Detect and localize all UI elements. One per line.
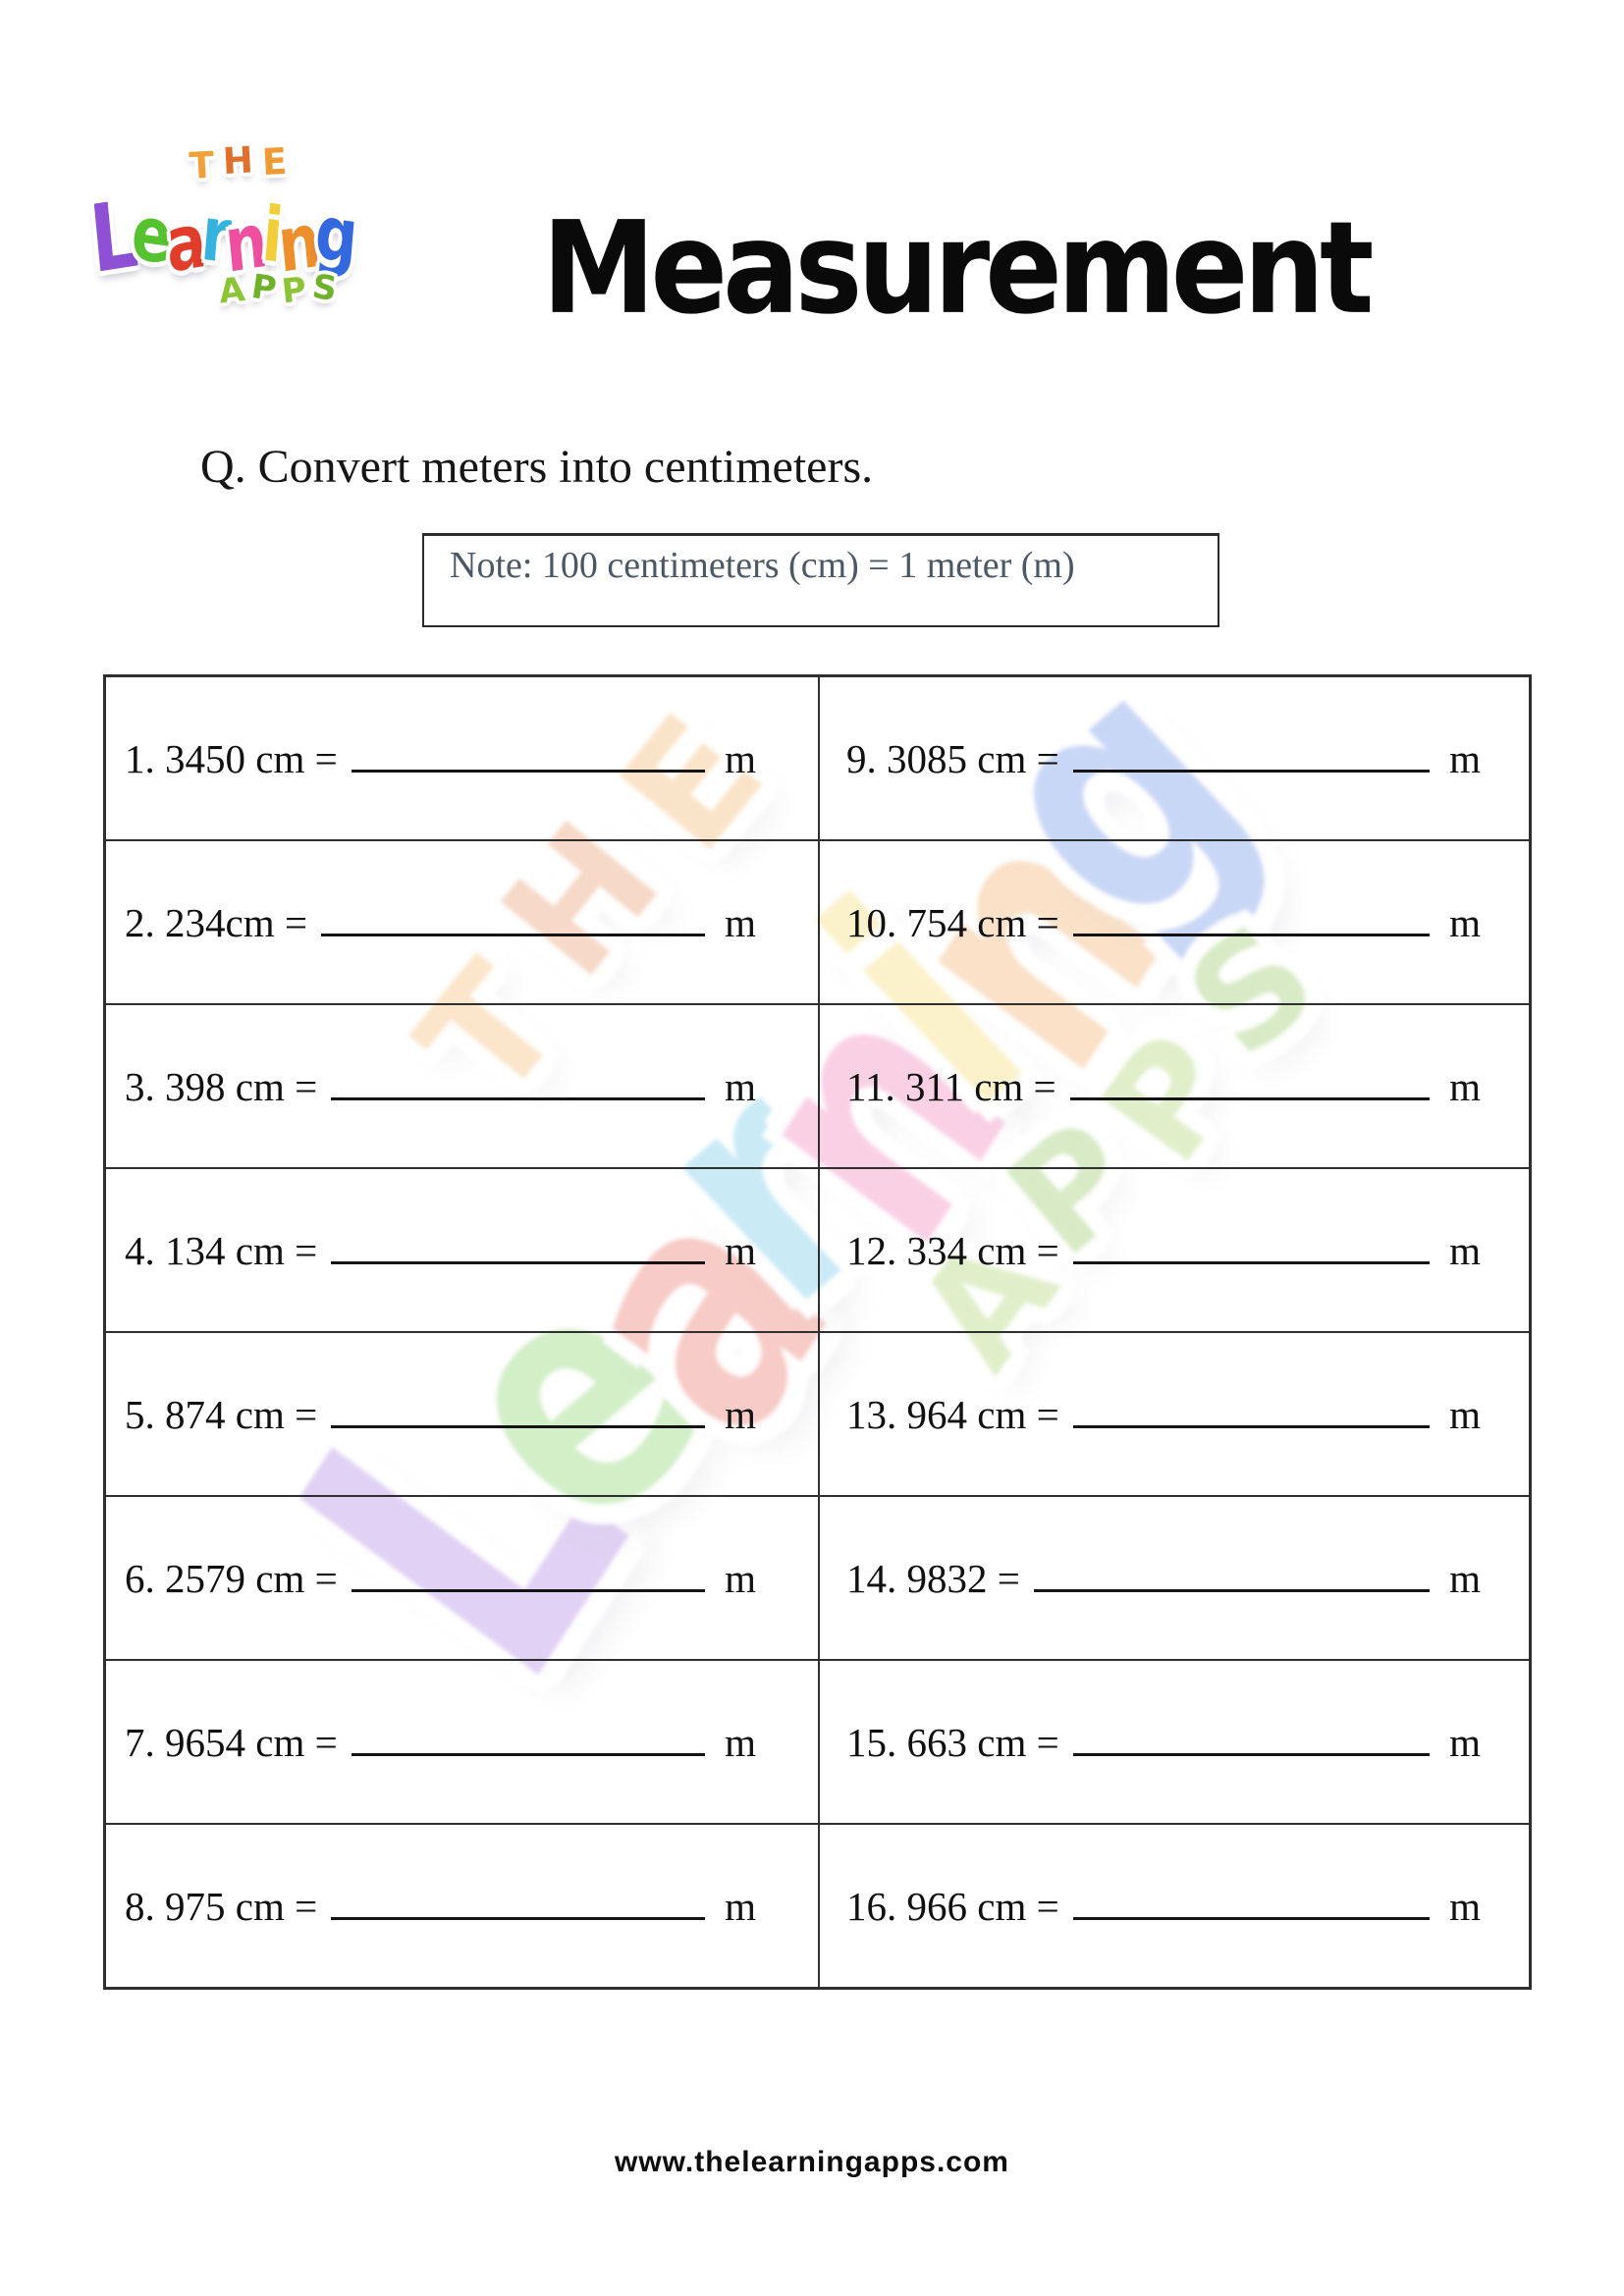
problem-cell: 13. 964 cm = m (818, 1331, 1532, 1497)
problem-label: 15. 663 cm = (846, 1719, 1059, 1765)
problem-cell: 9. 3085 cm = m (818, 674, 1532, 841)
unit-label: m (725, 1719, 756, 1765)
answer-blank (1072, 1419, 1431, 1428)
problem-label: 9. 3085 cm = (846, 735, 1059, 781)
logo-letter: g (311, 188, 356, 282)
note-text: Note: 100 centimeters (cm) = 1 meter (m) (450, 545, 1075, 586)
problem-label: 16. 966 cm = (846, 1883, 1059, 1929)
problem-cell: 5. 874 cm = m (103, 1331, 820, 1497)
problem-cell: 2. 234cm = m (103, 839, 820, 1005)
problem-row: 2. 234cm = m 10. 754 cm = m (103, 839, 1532, 1005)
unit-label: m (1449, 1227, 1481, 1273)
logo-letter: H (221, 137, 263, 184)
unit-label: m (1449, 1555, 1481, 1601)
problem-cell: 7. 9654 cm = m (103, 1659, 820, 1825)
learning-apps-logo-art: THE Learning APPS (85, 138, 356, 312)
problem-row: 8. 975 cm = m 16. 966 cm = m (103, 1823, 1532, 1990)
page-title: Measurement (542, 194, 1374, 344)
problem-cell: 11. 311 cm = m (818, 1003, 1532, 1169)
learning-apps-logo: THE Learning APPS (85, 138, 356, 312)
unit-label: m (725, 1883, 756, 1929)
logo-letter: E (260, 139, 298, 184)
problem-cell: 14. 9832 = m (818, 1495, 1532, 1661)
answer-blank (1072, 1747, 1431, 1756)
unit-label: m (1449, 1883, 1481, 1929)
logo-letter: A (217, 269, 253, 312)
problems-table: 1. 3450 cm = m 9. 3085 cm = m 2. 234cm = m 10.… (103, 674, 1532, 1990)
problem-label: 8. 975 cm = (125, 1883, 318, 1929)
logo-letter: P (279, 269, 314, 312)
answer-blank (331, 1092, 706, 1100)
answer-blank (1072, 928, 1431, 936)
problem-cell: 16. 966 cm = m (818, 1823, 1532, 1990)
problem-label: 11. 311 cm = (846, 1063, 1056, 1109)
problem-label: 2. 234cm = (125, 899, 307, 945)
unit-label: m (725, 899, 756, 945)
answer-blank (1069, 1092, 1431, 1100)
problem-label: 12. 334 cm = (846, 1227, 1059, 1273)
question-text: Q. Convert meters into centimeters. (200, 441, 874, 493)
answer-blank (1072, 1255, 1431, 1264)
problem-row: 6. 2579 cm = m 14. 9832 = m (103, 1495, 1532, 1661)
unit-label: m (1449, 1391, 1481, 1437)
answer-blank (351, 1583, 706, 1592)
problem-row: 7. 9654 cm = m 15. 663 cm = m (103, 1659, 1532, 1825)
answer-blank (1033, 1583, 1431, 1592)
unit-label: m (1449, 735, 1481, 781)
unit-label: m (1449, 1719, 1481, 1765)
logo-word-the: THE (109, 138, 376, 188)
note-box: Note: 100 centimeters (cm) = 1 meter (m) (422, 533, 1219, 627)
answer-blank (331, 1911, 706, 1920)
problem-cell: 1. 3450 cm = m (103, 674, 820, 841)
problem-cell: 4. 134 cm = m (103, 1167, 820, 1333)
problem-label: 7. 9654 cm = (125, 1719, 338, 1765)
answer-blank (351, 764, 706, 773)
problem-row: 4. 134 cm = m 12. 334 cm = m (103, 1167, 1532, 1333)
problem-label: 6. 2579 cm = (125, 1555, 338, 1601)
unit-label: m (725, 1063, 756, 1109)
unit-label: m (725, 1227, 756, 1273)
problem-row: 1. 3450 cm = m 9. 3085 cm = m (103, 674, 1532, 841)
problem-cell: 3. 398 cm = m (103, 1003, 820, 1169)
problem-cell: 15. 663 cm = m (818, 1659, 1532, 1825)
answer-blank (1072, 764, 1431, 773)
unit-label: m (1449, 899, 1481, 945)
answer-blank (351, 1747, 706, 1756)
logo-letter: T (188, 143, 225, 187)
logo-word-learning: Learning (85, 181, 356, 294)
logo-letter: S (309, 267, 345, 310)
problem-label: 1. 3450 cm = (125, 735, 338, 781)
problem-label: 10. 754 cm = (846, 899, 1059, 945)
answer-blank (320, 928, 706, 936)
problem-cell: 12. 334 cm = m (818, 1167, 1532, 1333)
problem-label: 4. 134 cm = (125, 1227, 318, 1273)
problem-label: 13. 964 cm = (846, 1391, 1059, 1437)
unit-label: m (1449, 1063, 1481, 1109)
problem-label: 14. 9832 = (846, 1555, 1020, 1601)
problem-cell: 10. 754 cm = m (818, 839, 1532, 1005)
answer-blank (331, 1255, 706, 1264)
problem-label: 5. 874 cm = (125, 1391, 318, 1437)
logo-letter: P (248, 267, 285, 310)
unit-label: m (725, 735, 756, 781)
problem-cell: 8. 975 cm = m (103, 1823, 820, 1990)
problem-cell: 6. 2579 cm = m (103, 1495, 820, 1661)
problem-label: 3. 398 cm = (125, 1063, 318, 1109)
answer-blank (331, 1419, 706, 1428)
problem-row: 5. 874 cm = m 13. 964 cm = m (103, 1331, 1532, 1497)
footer-url: www.thelearningapps.com (615, 2146, 1009, 2178)
problem-row: 3. 398 cm = m 11. 311 cm = m (103, 1003, 1532, 1169)
unit-label: m (725, 1555, 756, 1601)
answer-blank (1072, 1911, 1431, 1920)
unit-label: m (725, 1391, 756, 1437)
